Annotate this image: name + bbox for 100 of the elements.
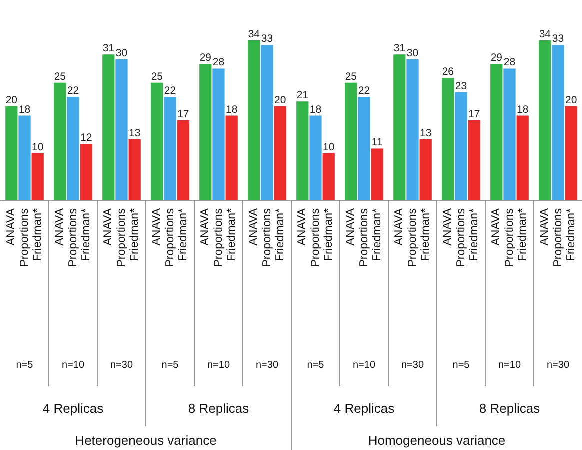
data-label: 22: [67, 84, 80, 97]
text: 4 Replicas: [334, 401, 396, 416]
bar: [116, 59, 128, 200]
bar: [406, 59, 419, 200]
data-label: 11: [372, 136, 383, 149]
data-label: 17: [178, 108, 190, 120]
data-label: 33: [261, 33, 274, 46]
data-label: 10: [323, 141, 335, 154]
x-tick-label: n=30: [256, 360, 279, 371]
data-label: 18: [226, 104, 238, 116]
data-label: 23: [455, 80, 468, 92]
bar: [420, 139, 432, 200]
text: ANAVA: [345, 208, 358, 246]
bar: [371, 148, 384, 200]
text: ANAVA: [6, 208, 18, 246]
data-label: 30: [406, 47, 419, 60]
data-label: 30: [116, 47, 128, 60]
x-tick-label: n=5: [307, 360, 325, 371]
data-label: 18: [18, 104, 31, 116]
text: Friedman*: [32, 208, 44, 262]
bar: [490, 64, 503, 200]
data-label: 31: [102, 42, 115, 55]
text: Proportions: [552, 208, 564, 268]
text: 8 Replicas: [188, 401, 250, 416]
data-label: 34: [539, 28, 552, 40]
data-label: 25: [151, 70, 164, 83]
bar: [261, 45, 274, 200]
bar: [539, 40, 552, 200]
text: ANAVA: [151, 208, 164, 246]
data-label: 28: [212, 56, 225, 69]
text: 4 Replicas: [42, 401, 104, 416]
bar: [322, 153, 335, 200]
text: 8 Replicas: [479, 401, 541, 416]
bar: [442, 78, 454, 200]
data-label: 28: [504, 56, 516, 69]
bar: [151, 82, 164, 200]
text: Heterogeneous variance: [75, 433, 217, 448]
bar: [358, 96, 370, 200]
data-label: 18: [310, 104, 322, 116]
bar: [310, 116, 322, 200]
text: ANAVA: [490, 208, 503, 246]
text: Friedman*: [226, 208, 238, 262]
data-label: 20: [566, 94, 578, 106]
text: Friedman*: [468, 208, 480, 262]
data-label: 10: [32, 141, 44, 154]
bar: [80, 144, 92, 200]
data-label: 29: [490, 52, 503, 64]
text: Friedman*: [420, 208, 432, 262]
bar: [102, 54, 115, 200]
data-label: 33: [552, 33, 564, 46]
bar: [468, 120, 480, 200]
text: Friedman*: [516, 208, 529, 262]
data-label: 17: [468, 108, 480, 120]
text: ANAVA: [54, 208, 66, 246]
text: Proportions: [261, 208, 274, 268]
text: ANAVA: [442, 208, 454, 246]
text: Friedman*: [177, 208, 190, 262]
x-tick-label: n=5: [16, 360, 34, 371]
data-label: 22: [164, 84, 176, 97]
text: Proportions: [455, 208, 468, 268]
text: Proportions: [18, 208, 31, 268]
text: Proportions: [310, 208, 322, 268]
data-label: 13: [420, 127, 432, 140]
x-tick-label: n=30: [546, 360, 570, 371]
bar: [67, 96, 80, 200]
bar: [274, 106, 286, 200]
x-tick-label: n=10: [352, 360, 376, 371]
x-tick-label: n=30: [401, 360, 424, 371]
x-tick-label: n=10: [62, 360, 85, 371]
bar: [248, 40, 260, 200]
data-label: 26: [442, 66, 454, 78]
bar: [212, 68, 225, 200]
text: ANAVA: [296, 208, 309, 246]
bar: [128, 139, 141, 200]
bar: [6, 106, 18, 200]
data-label: 29: [200, 52, 212, 64]
x-tick-label: n=5: [162, 360, 180, 371]
bar: [345, 82, 358, 200]
bar: [565, 106, 578, 200]
x-tick-label: n=30: [110, 360, 134, 371]
text: Proportions: [406, 208, 419, 268]
text: ANAVA: [394, 208, 406, 246]
data-label: 31: [394, 42, 406, 55]
bar: [54, 82, 66, 200]
data-label: 25: [54, 70, 66, 83]
bar: [226, 116, 238, 200]
bar: [32, 153, 44, 200]
text: Homogeneous variance: [368, 433, 506, 448]
text: ANAVA: [102, 208, 115, 246]
text: ANAVA: [200, 208, 212, 246]
text: Proportions: [212, 208, 225, 268]
text: Friedman*: [322, 208, 335, 262]
data-label: 20: [6, 94, 18, 106]
text: ANAVA: [248, 208, 260, 246]
data-label: 22: [358, 84, 370, 97]
bar: [296, 102, 309, 200]
text: Proportions: [504, 208, 516, 268]
text: Proportions: [358, 208, 370, 268]
x-tick-label: n=10: [207, 360, 230, 371]
bar: [200, 64, 212, 200]
